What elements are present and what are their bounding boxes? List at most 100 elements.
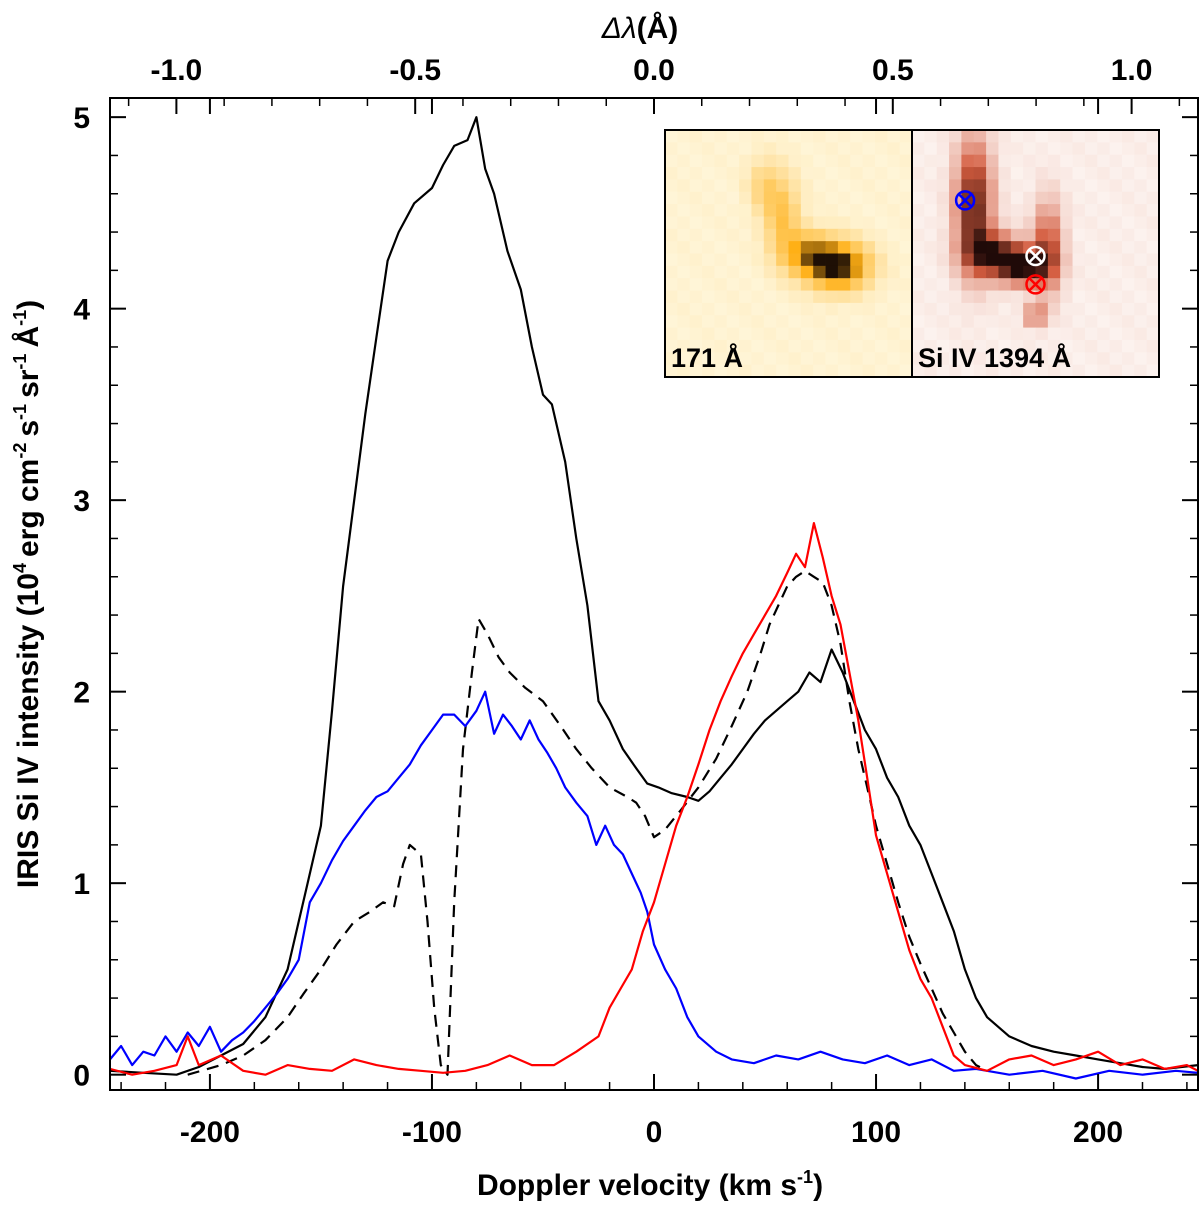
- inset-pixel: [1047, 302, 1061, 316]
- inset-pixel: [689, 228, 703, 242]
- inset-pixel: [1072, 154, 1086, 168]
- inset-pixel: [986, 142, 999, 156]
- inset-pixel: [924, 167, 938, 180]
- inset-pixel: [1084, 216, 1098, 230]
- inset-pixel: [825, 253, 839, 267]
- inset-pixel: [1121, 179, 1135, 193]
- inset-pixel: [924, 315, 938, 328]
- inset-pixel: [998, 130, 1012, 143]
- white-marker-circle: [1025, 245, 1046, 267]
- inset-pixel: [1097, 191, 1110, 205]
- inset-pixel: [714, 290, 728, 304]
- inset-pixel: [726, 191, 740, 205]
- inset-pixel: [813, 154, 826, 168]
- inset-pixel: [1109, 154, 1123, 168]
- inset-pixel: [874, 216, 888, 230]
- inset-pixel: [1121, 290, 1135, 304]
- inset-pixel: [1121, 216, 1135, 230]
- inset-panel-2: Si IV 1394 Å: [911, 129, 1160, 378]
- inset-pixel: [677, 191, 691, 205]
- inset-pixel: [665, 339, 678, 353]
- inset-pixel: [837, 327, 851, 341]
- inset-pixel: [1134, 364, 1148, 378]
- inset-pixel: [677, 315, 691, 328]
- inset-pixel: [936, 278, 950, 291]
- inset-pixel: [825, 142, 839, 156]
- inset-pixel: [1121, 204, 1135, 217]
- inset-pixel: [677, 352, 691, 366]
- inset-pixel: [825, 364, 839, 378]
- inset-pixel: [800, 228, 814, 242]
- inset-pixel: [1097, 154, 1110, 168]
- inset-pixel: [998, 302, 1012, 316]
- top-tick-label: 0.5: [872, 54, 914, 87]
- inset-pixel: [1035, 142, 1049, 156]
- inset-pixel: [825, 167, 839, 180]
- inset-pixel: [998, 179, 1012, 193]
- inset-pixel: [924, 364, 938, 378]
- inset-pixel: [776, 241, 789, 254]
- inset-pixel: [887, 302, 901, 316]
- inset-pixel: [665, 179, 678, 193]
- inset-pixel: [850, 302, 863, 316]
- inset-pixel: [1035, 241, 1049, 254]
- inset-pixel: [714, 302, 728, 316]
- inset-pixel: [936, 327, 950, 341]
- inset-pixel: [677, 241, 691, 254]
- inset-pixel: [1121, 130, 1135, 143]
- inset-pixel: [1097, 216, 1110, 230]
- inset-pixel: [1060, 290, 1073, 304]
- series-line-red: [110, 522, 1198, 1076]
- inset-pixel: [800, 154, 814, 168]
- top-axis-label: Δλ(Å): [601, 12, 679, 45]
- inset-pixel: [887, 352, 901, 366]
- inset-pixel: [949, 179, 962, 193]
- white-marker-cross: [1028, 248, 1043, 264]
- inset-pixel: [973, 352, 987, 366]
- inset-pixel: [936, 302, 950, 316]
- inset-pixel: [665, 278, 678, 291]
- inset-pixel: [1134, 191, 1148, 205]
- inset-pixel: [1084, 364, 1098, 378]
- inset-pixel: [998, 241, 1012, 254]
- inset-pixel: [677, 327, 691, 341]
- inset-pixel: [973, 142, 987, 156]
- inset-pixel: [751, 278, 765, 291]
- inset-pixel: [936, 179, 950, 193]
- inset-pixel: [936, 130, 950, 143]
- inset-pixel: [1084, 204, 1098, 217]
- inset-pixel: [1121, 302, 1135, 316]
- inset-pixel: [813, 130, 826, 143]
- inset-pixel: [739, 364, 752, 378]
- inset-pixel: [689, 364, 703, 378]
- inset-pixel: [874, 191, 888, 205]
- inset-pixel: [677, 154, 691, 168]
- inset-pixel: [825, 228, 839, 242]
- inset-pixel: [665, 352, 678, 366]
- inset-pixel: [862, 315, 876, 328]
- inset-pixel: [1084, 278, 1098, 291]
- inset-pixel: [1010, 302, 1024, 316]
- inset-pixel: [825, 352, 839, 366]
- inset-pixel: [689, 179, 703, 193]
- inset-pixel: [714, 154, 728, 168]
- inset-pixel: [813, 339, 826, 353]
- inset-pixel: [1121, 228, 1135, 242]
- inset-pixel: [862, 253, 876, 267]
- inset-pixel: [998, 265, 1012, 279]
- inset-pixel: [813, 352, 826, 366]
- inset-pixel: [912, 154, 925, 168]
- inset-pixel: [1072, 216, 1086, 230]
- inset-pixel: [739, 130, 752, 143]
- inset-pixel: [825, 130, 839, 143]
- inset-pixel: [1146, 204, 1160, 217]
- inset-pixel: [837, 352, 851, 366]
- inset-pixel: [850, 204, 863, 217]
- inset-pixel: [813, 241, 826, 254]
- inset-pixel: [739, 327, 752, 341]
- inset-pixel: [763, 191, 777, 205]
- inset-pixel: [850, 241, 863, 254]
- inset-pixel: [1146, 228, 1160, 242]
- inset-pixel: [961, 253, 975, 267]
- inset-pixel: [837, 315, 851, 328]
